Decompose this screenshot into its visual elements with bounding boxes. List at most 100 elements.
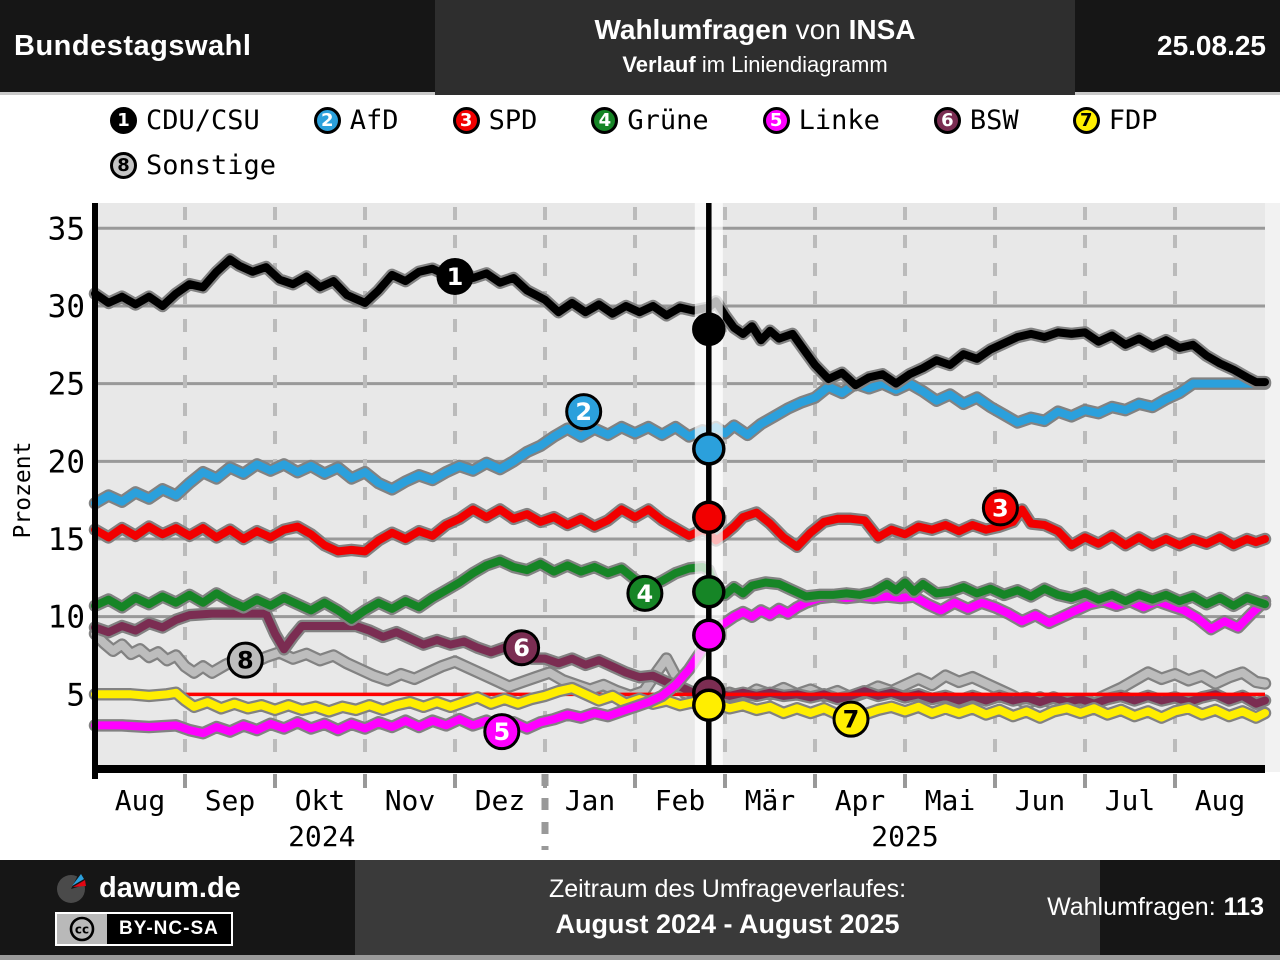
footer-period-block: Zeitraum des Umfrageverlaufes: August 20… — [355, 860, 1100, 955]
x-axis-label-jan-5: Jan — [565, 784, 616, 817]
year-label-2024: 2024 — [288, 820, 355, 853]
x-axis-spine — [92, 765, 1265, 773]
series-line-fdp — [91, 684, 1269, 722]
date-label: 25.08.25 — [1157, 30, 1266, 61]
series-label-bubble-linke — [483, 713, 521, 751]
poll-count-value: 113 — [1223, 893, 1264, 921]
y-tick-label: 35 — [48, 211, 85, 247]
legend-label: Grüne — [627, 105, 709, 136]
legend-item-afd: 2 AfD — [313, 105, 399, 136]
cc-license-text: BY-NC-SA — [107, 914, 231, 944]
chart-title-bold: Wahlumfragen — [594, 14, 788, 45]
footer-bar: dawum.de cc BY-NC-SA Zeitraum des Umfrag… — [0, 860, 1280, 960]
footer-center-panel — [355, 860, 1100, 955]
series-label-number-linke: 5 — [493, 718, 510, 746]
x-axis-label-nov-3: Nov — [385, 784, 436, 817]
election-dot-linke — [692, 618, 726, 653]
legend-badge-icon: 1 — [110, 107, 137, 134]
legend-badge-icon: 5 — [762, 107, 790, 134]
series-line-afd — [91, 379, 1269, 508]
poll-count-label: Wahlumfragen: — [1047, 893, 1216, 921]
y-axis-spine — [92, 203, 98, 779]
chart-title-brand: INSA — [848, 14, 916, 45]
legend-label: Sonstige — [146, 150, 277, 181]
legend: 1 CDU/CSU 2 AfD 3 SPD 4 Grüne 5 Linke 6 BSW 7 FDP 8 Son… — [0, 98, 1280, 195]
page-title: Bundestagswahl — [14, 29, 252, 62]
x-axis-label-dez-4: Dez — [475, 784, 526, 817]
year-label-2025: 2025 — [871, 820, 938, 853]
legend-label: CDU/CSU — [146, 105, 260, 136]
series-label-bubble-cdu — [436, 257, 474, 295]
legend-badge-icon: 6 — [933, 107, 961, 134]
y-tick-label: 20 — [48, 444, 85, 480]
legend-badge-icon: 3 — [452, 107, 480, 134]
series-label-bubble-gruene — [626, 574, 664, 612]
footer-period-value: August 2024 - August 2025 — [555, 909, 900, 939]
cc-icon: cc — [57, 914, 107, 944]
chart-title-mid: von — [787, 14, 849, 45]
legend-row: 8 Sonstige — [0, 143, 1280, 188]
election-dot-spd — [692, 500, 726, 534]
x-axis-label-jun-10: Jun — [1015, 784, 1066, 817]
chart-subtitle-bold: Verlauf — [622, 52, 696, 77]
series-label-number-sonstige: 8 — [237, 647, 254, 675]
series-label-number-cdu: 1 — [447, 263, 464, 291]
chart-area: 1 2 3 4 5 6 7 8 5 10 15 20 25 30 35 Aug Sep Okt Nov Dez Jan F… — [0, 195, 1280, 860]
y-tick-label: 5 — [66, 677, 85, 713]
cc-license-badge: cc BY-NC-SA — [55, 912, 233, 946]
legend-item-sonstige: 8 Sonstige — [110, 150, 276, 181]
series-label-number-afd: 2 — [575, 398, 592, 426]
election-dot-afd — [692, 432, 726, 466]
legend-item-bsw: 6 BSW — [933, 105, 1019, 136]
x-axis-label-feb-6: Feb — [655, 784, 706, 817]
x-axis-label-jul-11: Jul — [1105, 784, 1156, 817]
series-label-bubble-sonstige — [226, 641, 264, 679]
chart-title-block: Wahlumfragen von INSA Verlauf im Liniend… — [435, 0, 1075, 92]
x-axis-label-mai-9: Mai — [925, 784, 976, 817]
election-dot-gruene — [692, 575, 726, 609]
x-axis-label-aug-12: Aug — [1195, 784, 1246, 817]
poll-count-block: Wahlumfragen: 113 — [1047, 860, 1264, 955]
legend-badge-icon: 7 — [1072, 107, 1100, 134]
y-tick-label: 15 — [48, 522, 85, 558]
x-axis-label-sep-1: Sep — [205, 784, 256, 817]
series-label-number-bsw: 6 — [513, 634, 530, 662]
chart-subtitle-rest: im Liniendiagramm — [695, 52, 888, 77]
brand-name: dawum.de — [99, 871, 241, 904]
election-dot-cdu — [692, 312, 726, 347]
dawum-logo-icon — [57, 871, 89, 903]
legend-label: Linke — [798, 105, 880, 136]
header-bar: Bundestagswahl Wahlumfragen von INSA Ver… — [0, 0, 1280, 95]
legend-row: 1 CDU/CSU 2 AfD 3 SPD 4 Grüne 5 Linke 6 BSW 7 FDP — [0, 98, 1280, 143]
plot-right-margin — [1265, 203, 1280, 772]
y-axis-title: Prozent — [10, 442, 36, 539]
series-label-bubble-afd — [565, 393, 603, 431]
x-axis-label-aug-0: Aug — [115, 784, 166, 817]
legend-badge-icon: 2 — [313, 107, 341, 134]
y-tick-label: 30 — [48, 289, 85, 325]
legend-item-cdu-csu: 1 CDU/CSU — [110, 105, 260, 136]
legend-label: FDP — [1108, 105, 1158, 136]
footer-brand-block: dawum.de cc BY-NC-SA — [55, 868, 315, 952]
header-center-panel — [435, 0, 1075, 95]
svg-text:cc: cc — [75, 923, 89, 937]
legend-item-fdp: 7 FDP — [1072, 105, 1158, 136]
series-label-number-spd: 3 — [992, 494, 1009, 522]
x-axis-label-apr-8: Apr — [835, 784, 886, 817]
series-label-bubble-fdp — [832, 700, 870, 738]
x-axis-label-mär-7: Mär — [745, 784, 796, 817]
legend-label: BSW — [969, 105, 1019, 136]
x-axis-label-okt-2: Okt — [295, 784, 346, 817]
legend-item-linke: 5 Linke — [762, 105, 880, 136]
legend-label: SPD — [488, 105, 538, 136]
series-label-number-fdp: 7 — [843, 706, 860, 734]
chart-subtitle: Verlauf im Liniendiagramm — [622, 52, 887, 78]
series-label-number-gruene: 4 — [637, 580, 654, 608]
y-tick-label: 25 — [48, 367, 85, 403]
series-label-bubble-bsw — [503, 629, 541, 667]
legend-label: AfD — [349, 105, 399, 136]
chart-title: Wahlumfragen von INSA — [594, 14, 915, 46]
legend-item-spd: 3 SPD — [452, 105, 538, 136]
